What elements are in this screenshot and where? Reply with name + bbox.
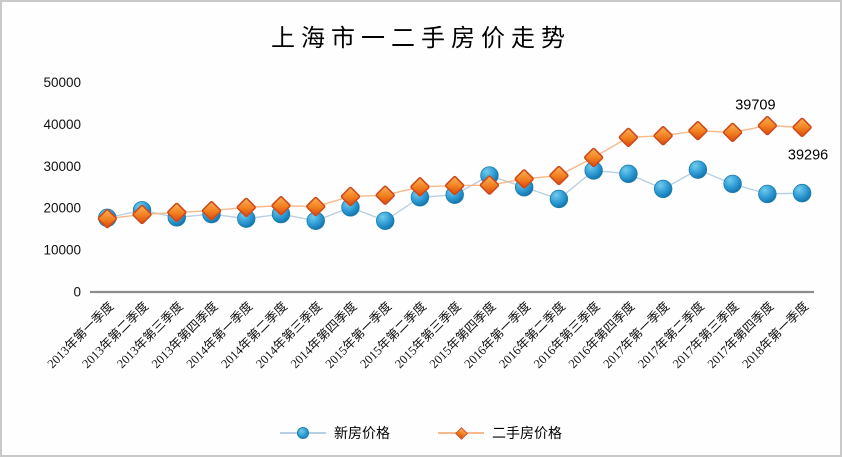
svg-text:40000: 40000 — [43, 117, 81, 132]
chart-title: 上海市一二手房价走势 — [271, 26, 571, 52]
legend-item-new-house-price: 新房价格 — [280, 423, 390, 443]
legend-label-secondhand-house: 二手房价格 — [492, 427, 562, 442]
svg-text:30000: 30000 — [43, 159, 81, 174]
chart-legend: 新房价格 二手房价格 — [2, 423, 840, 443]
diamond-marker-icon — [438, 425, 484, 441]
legend-diamond — [455, 427, 468, 440]
legend-circle — [297, 427, 309, 439]
svg-text:0: 0 — [73, 285, 81, 300]
svg-text:39296: 39296 — [788, 147, 828, 163]
svg-text:50000: 50000 — [43, 75, 81, 90]
svg-text:39709: 39709 — [735, 98, 775, 114]
svg-text:20000: 20000 — [43, 201, 81, 216]
legend-item-secondhand-house-price: 二手房价格 — [438, 423, 562, 443]
circle-marker-icon — [280, 425, 326, 441]
svg-text:10000: 10000 — [43, 243, 81, 258]
legend-label-new-house: 新房价格 — [334, 427, 390, 442]
